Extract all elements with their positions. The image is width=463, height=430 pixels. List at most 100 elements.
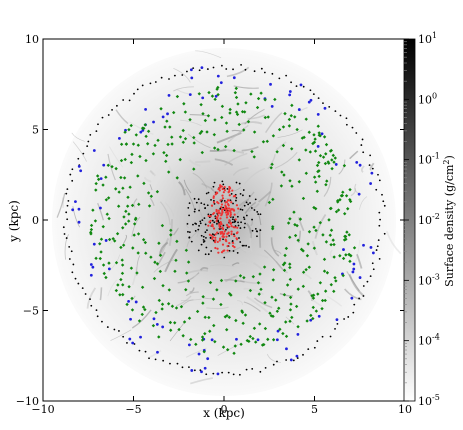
red-particle — [219, 186, 222, 189]
green-particle — [202, 350, 206, 354]
gas-filament — [61, 196, 64, 208]
blue-particle — [127, 300, 130, 303]
black-particle — [383, 232, 386, 235]
green-particle — [228, 107, 232, 112]
gas-filament — [360, 165, 365, 173]
red-particle — [235, 232, 239, 235]
black-particle — [204, 223, 207, 226]
green-particle — [234, 318, 238, 323]
green-particle — [192, 135, 196, 140]
black-particle — [74, 277, 77, 280]
green-particle — [256, 281, 261, 285]
black-particle — [122, 335, 125, 338]
gas-filament — [274, 151, 298, 169]
gas-filament — [249, 233, 253, 253]
gas-filament — [244, 256, 254, 263]
black-particle — [204, 253, 207, 256]
red-particle — [224, 204, 227, 207]
black-particle — [205, 373, 208, 376]
green-particle — [126, 195, 130, 200]
black-particle — [72, 263, 75, 266]
green-particle — [182, 102, 186, 106]
green-particle — [332, 242, 336, 247]
gas-filament — [263, 249, 284, 271]
gas-filament — [227, 124, 249, 143]
red-particle — [215, 208, 218, 212]
black-particle — [200, 243, 203, 246]
green-particle — [304, 267, 308, 272]
green-particle — [279, 184, 284, 188]
gas-filament — [254, 297, 273, 309]
blue-particle — [288, 93, 292, 97]
green-particle — [278, 327, 282, 331]
gas-filament — [275, 260, 288, 274]
green-particle — [186, 279, 191, 283]
gas-filament — [224, 275, 238, 283]
green-particle — [305, 319, 309, 323]
blue-particle — [316, 144, 320, 148]
green-particle — [203, 315, 207, 319]
gas-filament — [356, 253, 363, 269]
black-particle — [70, 250, 73, 253]
red-particle — [213, 241, 217, 244]
gas-filament — [173, 86, 194, 92]
x-tick-label: −5 — [125, 403, 141, 416]
green-particle — [188, 117, 192, 122]
red-particle — [231, 241, 235, 244]
green-particle — [127, 127, 131, 132]
black-particle — [133, 92, 135, 95]
blue-particle — [232, 76, 236, 80]
green-particle — [328, 206, 333, 211]
green-particle — [136, 232, 141, 236]
red-particle — [218, 212, 221, 215]
black-particle — [68, 246, 71, 248]
black-particle — [209, 237, 212, 239]
green-particle — [157, 298, 162, 303]
green-particle — [145, 142, 150, 146]
black-particle — [253, 70, 256, 73]
gas-filament — [225, 187, 241, 192]
green-particle — [274, 298, 278, 302]
green-particle — [293, 115, 297, 119]
green-particle — [106, 163, 110, 167]
red-particle — [233, 226, 237, 229]
green-particle — [131, 142, 136, 146]
green-particle — [307, 230, 312, 234]
green-particle — [265, 139, 269, 144]
blue-particle — [189, 68, 193, 72]
red-particle — [211, 237, 214, 241]
gas-filament — [195, 50, 222, 59]
green-particle — [295, 127, 299, 132]
green-particle — [173, 321, 177, 325]
green-particle — [284, 334, 289, 339]
gas-filament — [233, 85, 259, 89]
black-particle — [236, 251, 239, 254]
blue-particle — [316, 112, 320, 116]
gas-filament — [168, 165, 176, 194]
green-particle — [329, 283, 333, 287]
green-particle — [298, 217, 303, 221]
green-particle — [169, 228, 173, 232]
green-particle — [123, 157, 127, 162]
green-particle — [317, 131, 321, 135]
gas-filament — [149, 197, 155, 207]
green-particle — [275, 150, 279, 154]
black-particle — [271, 72, 274, 75]
red-particle — [214, 193, 217, 196]
black-particle — [86, 145, 89, 148]
black-particle — [202, 241, 205, 243]
red-particle — [225, 235, 228, 238]
green-particle — [137, 202, 141, 207]
green-particle — [110, 164, 114, 169]
green-particle — [344, 253, 348, 257]
black-particle — [213, 181, 216, 184]
black-particle — [77, 282, 80, 285]
green-particle — [246, 119, 251, 124]
green-particle — [211, 297, 216, 301]
y-tick-label: −5 — [23, 305, 39, 318]
black-particle — [210, 198, 212, 201]
black-particle — [259, 229, 262, 232]
gas-filament — [329, 249, 333, 258]
black-particle — [264, 366, 267, 369]
black-particle — [322, 102, 324, 105]
